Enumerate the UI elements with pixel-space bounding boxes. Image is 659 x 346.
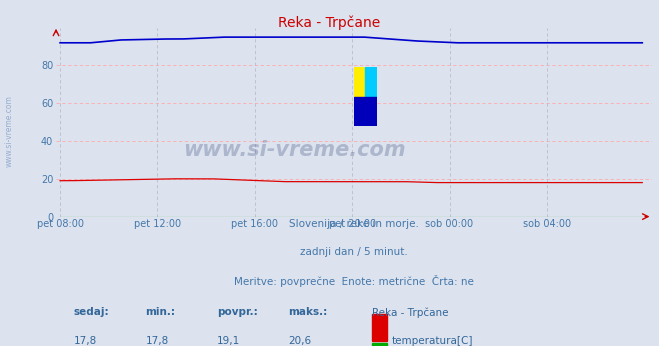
Text: Meritve: povprečne  Enote: metrične  Črta: ne: Meritve: povprečne Enote: metrične Črta:… <box>235 274 474 286</box>
Text: sedaj:: sedaj: <box>74 307 109 317</box>
Bar <box>355 67 365 97</box>
Text: zadnji dan / 5 minut.: zadnji dan / 5 minut. <box>301 247 408 257</box>
Text: min.:: min.: <box>146 307 175 317</box>
Text: Reka - Trpčane: Reka - Trpčane <box>372 307 449 318</box>
Bar <box>355 97 377 126</box>
Text: 20,6: 20,6 <box>289 336 312 346</box>
Text: 19,1: 19,1 <box>217 336 241 346</box>
Text: 17,8: 17,8 <box>74 336 97 346</box>
Text: Reka - Trpčane: Reka - Trpčane <box>278 16 381 30</box>
Bar <box>372 313 387 341</box>
Text: maks.:: maks.: <box>289 307 328 317</box>
Text: www.si-vreme.com: www.si-vreme.com <box>5 95 14 167</box>
Bar <box>365 67 376 97</box>
Text: povpr.:: povpr.: <box>217 307 258 317</box>
Text: www.si-vreme.com: www.si-vreme.com <box>183 140 406 161</box>
Text: Slovenija / reke in morje.: Slovenija / reke in morje. <box>289 219 419 229</box>
Text: 17,8: 17,8 <box>146 336 169 346</box>
Bar <box>372 343 387 346</box>
Text: temperatura[C]: temperatura[C] <box>391 336 473 346</box>
